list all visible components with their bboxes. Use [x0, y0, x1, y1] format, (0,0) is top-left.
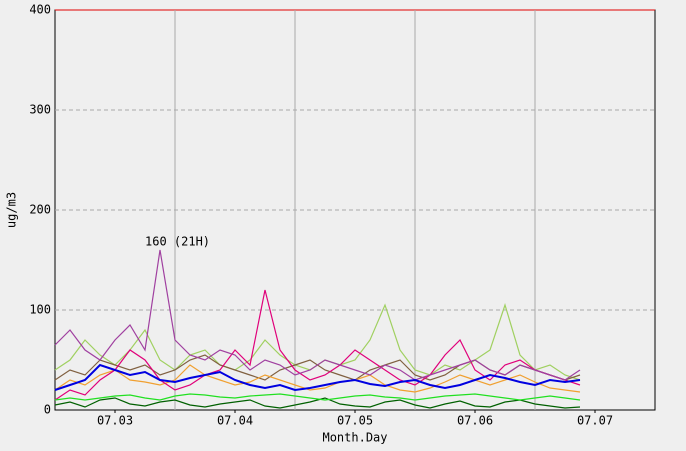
x-tick-label: 07.07	[577, 414, 613, 428]
y-axis-label: ug/m3	[5, 192, 19, 228]
x-tick-label: 07.06	[457, 414, 493, 428]
x-axis-label: Month.Day	[322, 431, 387, 445]
data-line	[54, 363, 581, 392]
data-line	[54, 397, 581, 409]
data-line	[54, 364, 581, 393]
x-tick-label: 07.05	[337, 414, 373, 428]
y-tick-label: 0	[44, 403, 51, 417]
data-line	[54, 249, 581, 381]
y-tick-label: 400	[29, 3, 51, 17]
y-tick-label: 100	[29, 303, 51, 317]
y-tick-label: 200	[29, 203, 51, 217]
x-tick-label: 07.03	[97, 414, 133, 428]
annotation: 160 (21H)	[145, 235, 210, 249]
data-line	[54, 393, 581, 401]
y-tick-label: 300	[29, 103, 51, 117]
data-line	[54, 289, 581, 401]
x-tick-label: 07.04	[217, 414, 253, 428]
